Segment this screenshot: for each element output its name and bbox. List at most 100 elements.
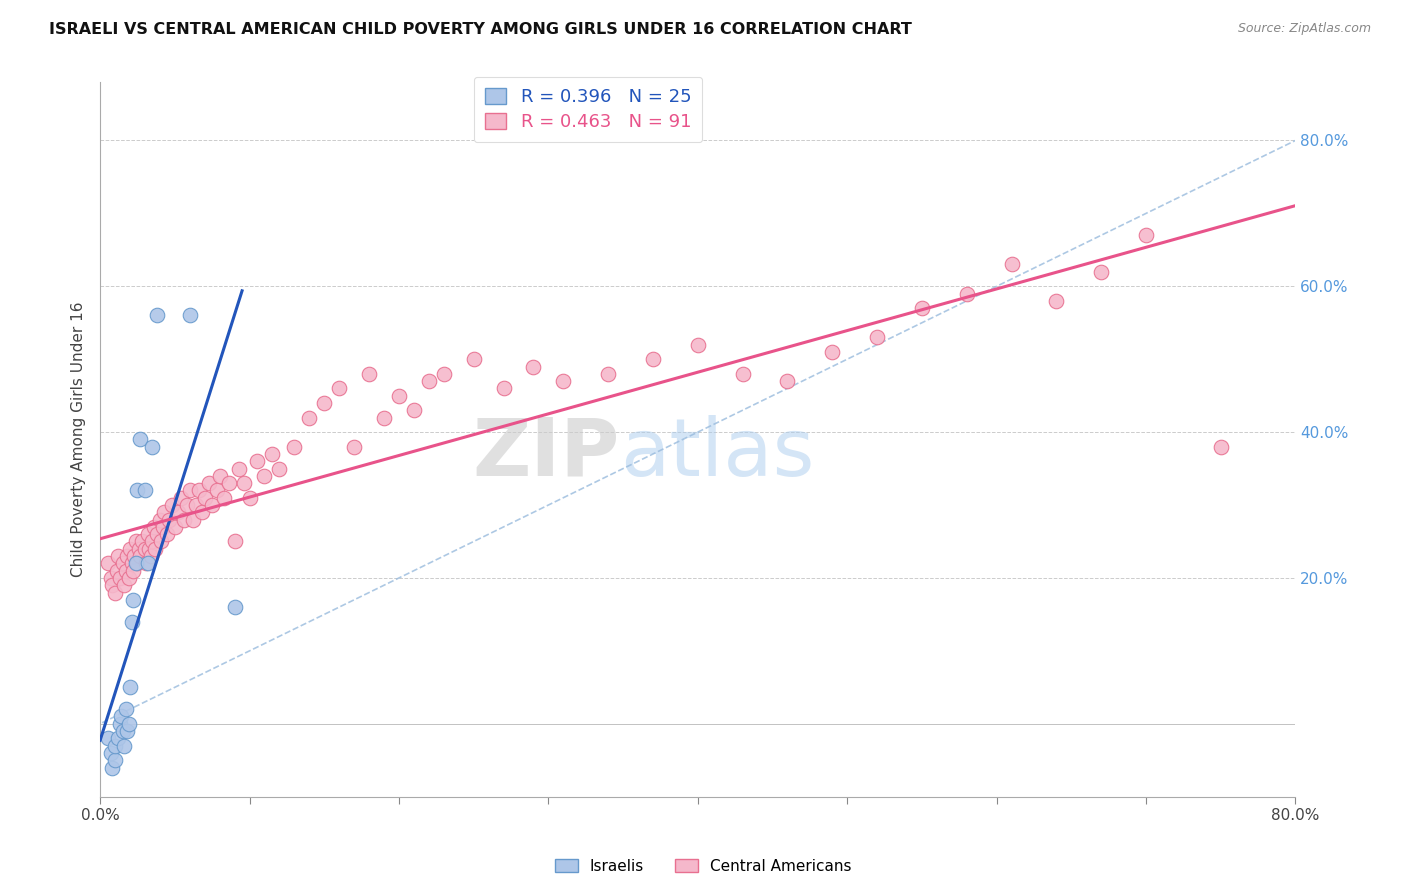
Point xyxy=(1090,265,1112,279)
Point xyxy=(122,592,145,607)
Legend: Israelis, Central Americans: Israelis, Central Americans xyxy=(548,853,858,880)
Point xyxy=(956,286,979,301)
Point xyxy=(228,461,250,475)
Point xyxy=(152,520,174,534)
Point xyxy=(433,367,456,381)
Point xyxy=(253,468,276,483)
Point xyxy=(187,483,209,498)
Point xyxy=(328,381,350,395)
Point xyxy=(118,541,141,556)
Point xyxy=(122,564,145,578)
Point xyxy=(314,396,336,410)
Point xyxy=(731,367,754,381)
Point xyxy=(232,476,254,491)
Point xyxy=(141,440,163,454)
Point xyxy=(110,709,132,723)
Point xyxy=(641,352,664,367)
Point xyxy=(246,454,269,468)
Point xyxy=(388,389,411,403)
Point xyxy=(129,549,152,563)
Point xyxy=(117,571,139,585)
Point xyxy=(463,352,485,367)
Point xyxy=(298,410,321,425)
Point xyxy=(198,476,221,491)
Point xyxy=(866,330,889,344)
Point xyxy=(121,615,143,629)
Point xyxy=(127,557,149,571)
Point xyxy=(115,549,138,563)
Point xyxy=(821,345,844,359)
Point xyxy=(190,505,212,519)
Point xyxy=(97,731,120,746)
Point xyxy=(141,534,163,549)
Point xyxy=(112,578,135,592)
Point xyxy=(176,498,198,512)
Point xyxy=(218,476,240,491)
Point xyxy=(212,491,235,505)
Point xyxy=(125,534,148,549)
Point xyxy=(108,571,131,585)
Point xyxy=(238,491,260,505)
Point xyxy=(114,702,136,716)
Point xyxy=(150,534,173,549)
Point xyxy=(153,505,176,519)
Point xyxy=(343,440,366,454)
Point xyxy=(194,491,217,505)
Point xyxy=(418,374,440,388)
Point xyxy=(156,527,179,541)
Point xyxy=(184,498,207,512)
Point xyxy=(101,578,124,592)
Point xyxy=(97,557,120,571)
Point xyxy=(179,309,201,323)
Point xyxy=(553,374,575,388)
Point xyxy=(260,447,283,461)
Point xyxy=(911,301,934,315)
Point xyxy=(283,440,305,454)
Point xyxy=(104,585,127,599)
Point xyxy=(136,557,159,571)
Point xyxy=(359,367,381,381)
Point xyxy=(146,527,169,541)
Point xyxy=(121,557,143,571)
Text: ISRAELI VS CENTRAL AMERICAN CHILD POVERTY AMONG GIRLS UNDER 16 CORRELATION CHART: ISRAELI VS CENTRAL AMERICAN CHILD POVERT… xyxy=(49,22,912,37)
Point xyxy=(111,724,134,739)
Point xyxy=(160,498,183,512)
Point xyxy=(129,433,152,447)
Point xyxy=(100,746,122,760)
Point xyxy=(105,564,128,578)
Point xyxy=(128,541,150,556)
Legend: R = 0.396   N = 25, R = 0.463   N = 91: R = 0.396 N = 25, R = 0.463 N = 91 xyxy=(474,77,702,143)
Point xyxy=(108,716,131,731)
Point xyxy=(138,541,160,556)
Point xyxy=(776,374,799,388)
Point xyxy=(115,724,138,739)
Point xyxy=(104,753,127,767)
Point xyxy=(179,483,201,498)
Point xyxy=(127,483,149,498)
Point xyxy=(107,731,129,746)
Text: Source: ZipAtlas.com: Source: ZipAtlas.com xyxy=(1237,22,1371,36)
Point xyxy=(1000,257,1022,271)
Point xyxy=(522,359,544,374)
Point xyxy=(134,541,156,556)
Point xyxy=(112,739,135,753)
Point xyxy=(205,483,228,498)
Point xyxy=(131,534,153,549)
Point xyxy=(149,513,172,527)
Point xyxy=(1045,293,1067,308)
Point xyxy=(224,534,246,549)
Point xyxy=(598,367,620,381)
Point xyxy=(402,403,425,417)
Point xyxy=(145,541,167,556)
Point xyxy=(224,600,246,615)
Point xyxy=(135,557,157,571)
Point xyxy=(201,498,224,512)
Point xyxy=(134,483,156,498)
Point xyxy=(166,505,188,519)
Point xyxy=(686,337,709,351)
Point xyxy=(139,549,162,563)
Point xyxy=(173,513,195,527)
Text: atlas: atlas xyxy=(620,415,814,492)
Point xyxy=(125,557,148,571)
Point xyxy=(146,309,169,323)
